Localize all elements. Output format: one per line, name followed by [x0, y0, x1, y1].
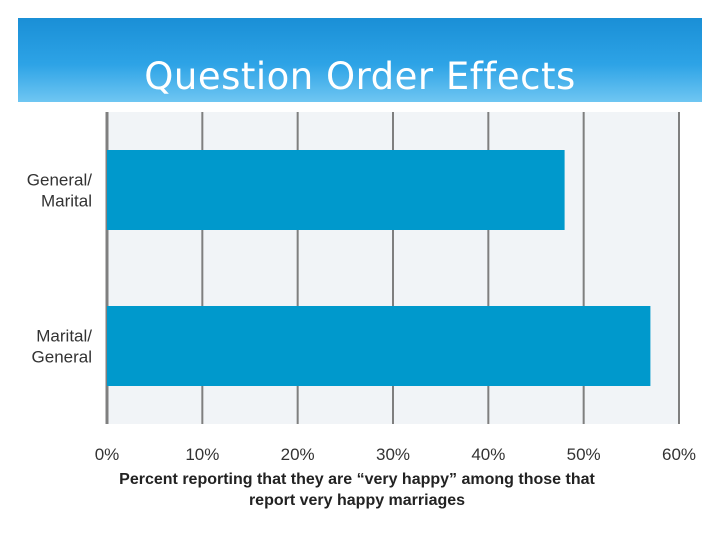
x-axis-label: Percent reporting that they are “very ha…	[119, 471, 595, 509]
x-tick-label: 50%	[567, 445, 601, 464]
bars	[107, 150, 651, 386]
category-label: General/Marital	[27, 171, 92, 211]
bar	[107, 150, 565, 230]
category-label: Marital/General	[32, 327, 93, 367]
x-tick-label: 10%	[185, 445, 219, 464]
title-banner	[18, 18, 702, 102]
x-tick-label: 0%	[95, 445, 120, 464]
x-tick-labels: 0% 10% 20% 30% 40% 50% 60%	[95, 445, 696, 464]
slide-title: Question Order Effects	[144, 55, 576, 98]
x-tick-label: 20%	[281, 445, 315, 464]
x-tick-label: 30%	[376, 445, 410, 464]
x-tick-label: 40%	[471, 445, 505, 464]
category-labels: General/Marital Marital/General	[27, 171, 92, 367]
bar	[107, 306, 651, 386]
x-tick-label: 60%	[662, 445, 696, 464]
